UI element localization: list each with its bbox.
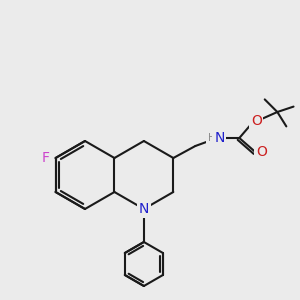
Text: F: F	[42, 151, 50, 165]
Text: N: N	[139, 202, 149, 216]
Text: H: H	[208, 133, 215, 143]
Text: O: O	[251, 114, 262, 128]
Text: N: N	[214, 131, 224, 145]
Text: O: O	[256, 145, 267, 159]
